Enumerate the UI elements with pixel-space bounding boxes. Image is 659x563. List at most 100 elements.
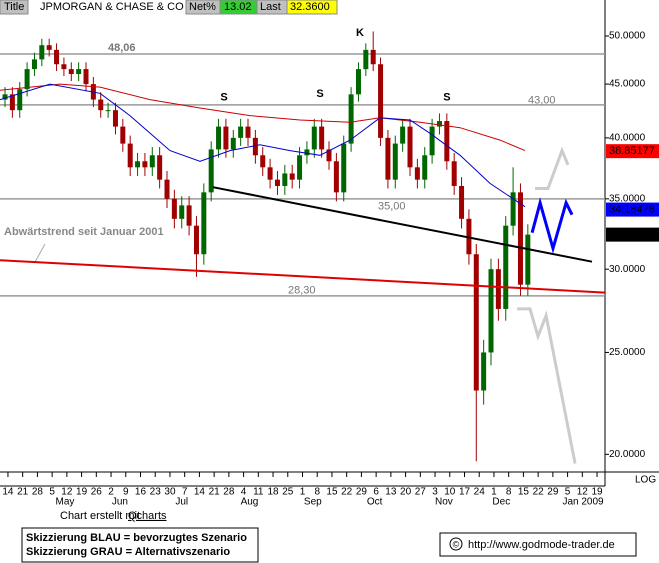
candle-body <box>326 149 332 162</box>
candle-body <box>517 192 523 285</box>
x-tick-label: 29 <box>356 487 368 498</box>
price-box-label: 34.18478 <box>609 203 655 215</box>
candle-body <box>341 143 347 193</box>
header-title: Title <box>4 1 24 13</box>
candle-body <box>274 179 280 186</box>
candle-body <box>186 205 192 226</box>
note: Skizzierung GRAU = Alternativszenario <box>26 546 230 558</box>
x-tick-label: 20 <box>400 487 412 498</box>
x-tick-label: 3 <box>432 487 438 498</box>
credit-link[interactable]: Qcharts <box>128 510 167 522</box>
x-tick-label: 15 <box>326 487 338 498</box>
candle-body <box>230 137 236 150</box>
candle-body <box>363 49 369 70</box>
candle-body <box>223 126 229 150</box>
header-net-value: 13.02 <box>224 1 252 13</box>
candle-body <box>451 161 457 186</box>
candle-body <box>9 94 15 111</box>
x-tick-label: 23 <box>150 487 162 498</box>
candle-body <box>407 126 413 168</box>
x-tick-label: 12 <box>577 487 589 498</box>
y-tick-label: 50.0000 <box>609 31 646 42</box>
candle-body <box>31 59 37 70</box>
candle-body <box>473 254 479 391</box>
x-tick-label: 4 <box>241 487 247 498</box>
x-tick-label: 24 <box>474 487 486 498</box>
candle-body <box>127 143 133 168</box>
y-tick-label: 45.0000 <box>609 79 646 90</box>
x-tick-label: 1 <box>491 487 497 498</box>
x-tick-label: 15 <box>518 487 530 498</box>
level-label: 28,30 <box>288 285 316 297</box>
x-tick-label: 5 <box>49 487 55 498</box>
candle-body <box>179 205 185 219</box>
candle-body <box>164 179 170 199</box>
candle-body <box>481 352 487 391</box>
candle-body <box>54 49 60 65</box>
candle-body <box>2 94 8 100</box>
candle-body <box>216 126 222 150</box>
x-tick-label: 14 <box>2 487 14 498</box>
x-tick-label: 21 <box>209 487 221 498</box>
y-tick-label: 40.0000 <box>609 132 646 143</box>
candle-body <box>98 99 104 111</box>
x-tick-label: 17 <box>459 487 471 498</box>
x-tick-label: 1 <box>300 487 306 498</box>
overlay-line <box>0 259 606 294</box>
candle-body <box>510 192 516 226</box>
candle-body <box>414 167 420 180</box>
month-label: Jun <box>112 497 128 508</box>
price-box <box>606 227 659 242</box>
candle-body <box>304 149 310 156</box>
copyright[interactable]: http://www.godmode-trader.de <box>468 539 615 551</box>
candle-body <box>422 155 428 180</box>
x-tick-label: 25 <box>282 487 294 498</box>
candle-body <box>385 137 391 180</box>
candle-body <box>289 173 295 180</box>
candle-body <box>267 167 273 180</box>
candle-body <box>444 121 450 162</box>
x-tick-label: 11 <box>253 487 264 498</box>
x-tick-label: 21 <box>17 487 29 498</box>
candle-body <box>46 45 52 50</box>
x-tick-label: 18 <box>267 487 279 498</box>
candle-body <box>142 161 148 168</box>
price-box <box>606 202 659 217</box>
annotation-leader <box>34 243 46 263</box>
candle-body <box>429 126 435 156</box>
candle-body <box>17 89 23 111</box>
x-tick-label: 10 <box>444 487 456 498</box>
candle-body <box>400 126 406 144</box>
month-label: May <box>55 497 74 508</box>
y-tick-label: 30.0000 <box>609 264 646 275</box>
price-box <box>606 144 659 159</box>
candle-body <box>503 225 509 309</box>
x-tick-label: 7 <box>182 487 188 498</box>
candle-body <box>392 143 398 180</box>
candle-body <box>135 161 141 168</box>
y-tick-label: 35.0000 <box>609 193 646 204</box>
month-label: Dec <box>492 497 510 508</box>
candle-body <box>436 121 442 127</box>
candle-body <box>370 49 376 65</box>
header-last-value: 32.3600 <box>290 1 330 13</box>
candle-body <box>252 137 258 156</box>
candle-body <box>120 126 126 144</box>
overlay-line <box>530 197 574 254</box>
x-tick-label: 28 <box>223 487 235 498</box>
candle-body <box>112 110 118 127</box>
x-tick-label: 26 <box>91 487 103 498</box>
x-tick-label: 28 <box>32 487 44 498</box>
candle-body <box>333 161 339 193</box>
note: Skizzierung BLAU = bevorzugtes Szenario <box>26 532 247 544</box>
header-cell <box>0 0 29 15</box>
x-tick-label: 27 <box>415 487 427 498</box>
candle-body <box>355 69 361 95</box>
overlay-line <box>212 186 593 263</box>
x-tick-label: 16 <box>135 487 147 498</box>
candle-body <box>459 185 465 219</box>
x-tick-label: 29 <box>547 487 559 498</box>
price-box-label: 32.3600 <box>609 229 649 241</box>
header-name: JPMORGAN & CHASE & CO <box>40 1 184 13</box>
candle-body <box>171 198 177 219</box>
